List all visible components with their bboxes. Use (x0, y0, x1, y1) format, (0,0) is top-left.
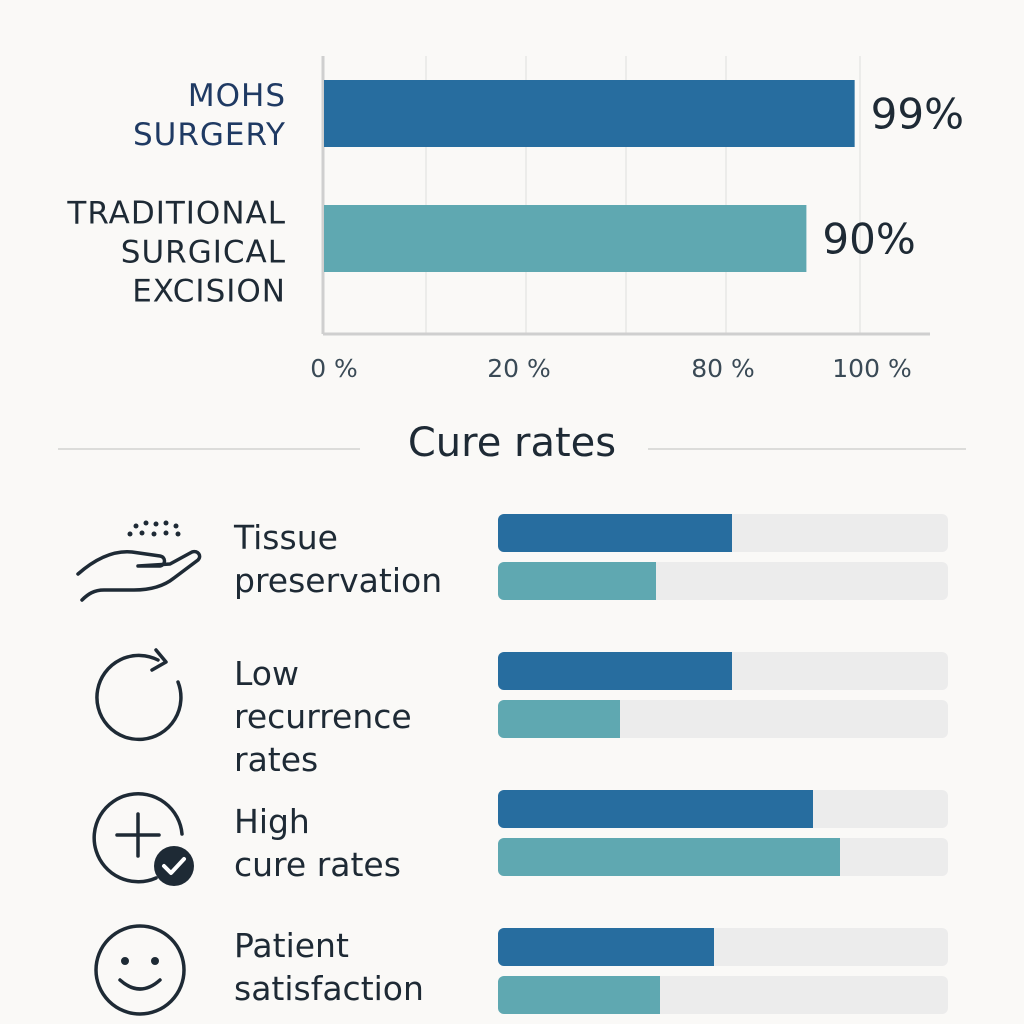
category-label-mohs-surgery: SURGERY (133, 117, 286, 153)
bar-traditional-patient-satisfaction (498, 976, 660, 1014)
feature-label-patient-satisfaction: Patient satisfaction (234, 926, 424, 1008)
feature-row-tissue-preservation: Tissue preservation (0, 504, 1024, 614)
bar-mohs-tissue-preservation (498, 514, 732, 552)
divider-left (58, 448, 360, 450)
category-label-traditional-surgical-excision: TRADITIONAL (66, 196, 286, 232)
category-label-traditional-surgical-excision: EXCISION (132, 274, 286, 310)
bar-traditional-tissue-preservation (498, 562, 656, 600)
x-tick-label: 80 % (691, 354, 755, 383)
bar-traditional-high-cure-rates (498, 838, 840, 876)
refresh-icon (95, 648, 183, 742)
bar-mohs-low-recurrence (498, 652, 732, 690)
bar-mohs-high-cure-rates (498, 790, 813, 828)
bar-mohs-surgery (324, 80, 855, 147)
track-mohs-patient-satisfaction (498, 928, 948, 966)
feature-label-low-recurrence: Low recurrence rates (234, 654, 412, 779)
track-traditional-patient-satisfaction (498, 976, 948, 1014)
smile-icon (94, 924, 186, 1016)
track-traditional-high-cure-rates (498, 838, 948, 876)
track-mohs-high-cure-rates (498, 790, 948, 828)
feature-row-high-cure-rates: High cure rates (0, 780, 1024, 890)
feature-label-tissue-preservation: Tissue preservation (234, 518, 443, 600)
value-label-traditional-surgical-excision: 90% (822, 215, 915, 264)
track-mohs-tissue-preservation (498, 514, 948, 552)
bar-traditional-low-recurrence (498, 700, 620, 738)
x-tick-label: 20 % (487, 354, 551, 383)
feature-label-high-cure-rates: High cure rates (234, 802, 401, 884)
x-tick-label: 0 % (310, 354, 358, 383)
track-mohs-low-recurrence (498, 652, 948, 690)
plus-check-icon (92, 792, 194, 886)
track-traditional-low-recurrence (498, 700, 948, 738)
track-traditional-tissue-preservation (498, 562, 948, 600)
value-label-mohs-surgery: 99% (871, 90, 964, 139)
x-tick-label: 100 % (832, 354, 911, 383)
category-label-mohs-surgery: MOHS (188, 78, 286, 114)
category-label-traditional-surgical-excision: SURGICAL (121, 235, 286, 271)
feature-row-patient-satisfaction: Patient satisfaction (0, 918, 1024, 1018)
hand-icon (76, 520, 202, 602)
divider-right (648, 448, 966, 450)
section-title: Cure rates (407, 420, 617, 466)
bar-traditional-surgical-excision (324, 205, 807, 272)
feature-row-low-recurrence: Low recurrence rates (0, 642, 1024, 782)
bar-mohs-patient-satisfaction (498, 928, 714, 966)
